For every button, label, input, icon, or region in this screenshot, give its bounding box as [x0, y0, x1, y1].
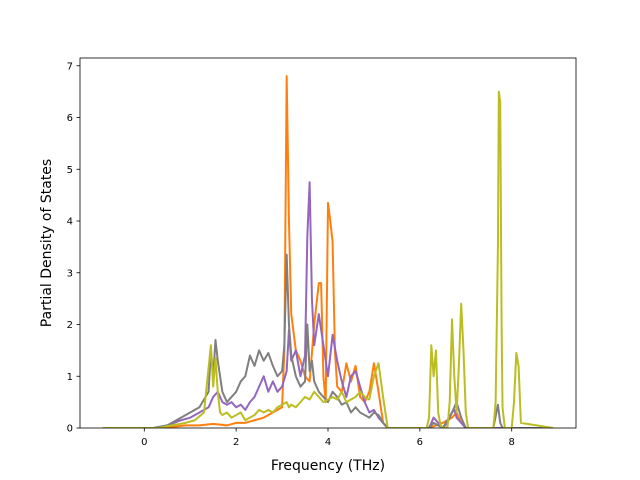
- series-line-3: [102, 253, 554, 428]
- y-tick-label: 4: [67, 217, 73, 228]
- y-tick-label: 5: [67, 165, 73, 176]
- y-axis-label: Partial Density of States: [39, 159, 55, 327]
- y-tick-label: 1: [67, 372, 73, 383]
- x-tick-label: 2: [233, 437, 239, 448]
- y-axis-ticks: 0 1 2 3 4 5 6 7: [67, 61, 80, 435]
- y-tick-label: 3: [67, 268, 73, 279]
- y-tick-label: 2: [67, 320, 73, 331]
- x-axis-label: Frequency (THz): [271, 458, 385, 474]
- series-layer: [102, 75, 554, 428]
- x-tick-label: 8: [509, 437, 515, 448]
- y-tick-label: 0: [67, 424, 73, 435]
- y-tick-label: 7: [67, 61, 73, 72]
- series-line-4: [102, 90, 554, 428]
- x-tick-label: 6: [417, 437, 423, 448]
- x-tick-label: 0: [141, 437, 147, 448]
- x-axis-ticks: 0 2 4 6 8: [141, 428, 515, 448]
- y-tick-label: 6: [67, 113, 73, 124]
- x-tick-label: 4: [325, 437, 331, 448]
